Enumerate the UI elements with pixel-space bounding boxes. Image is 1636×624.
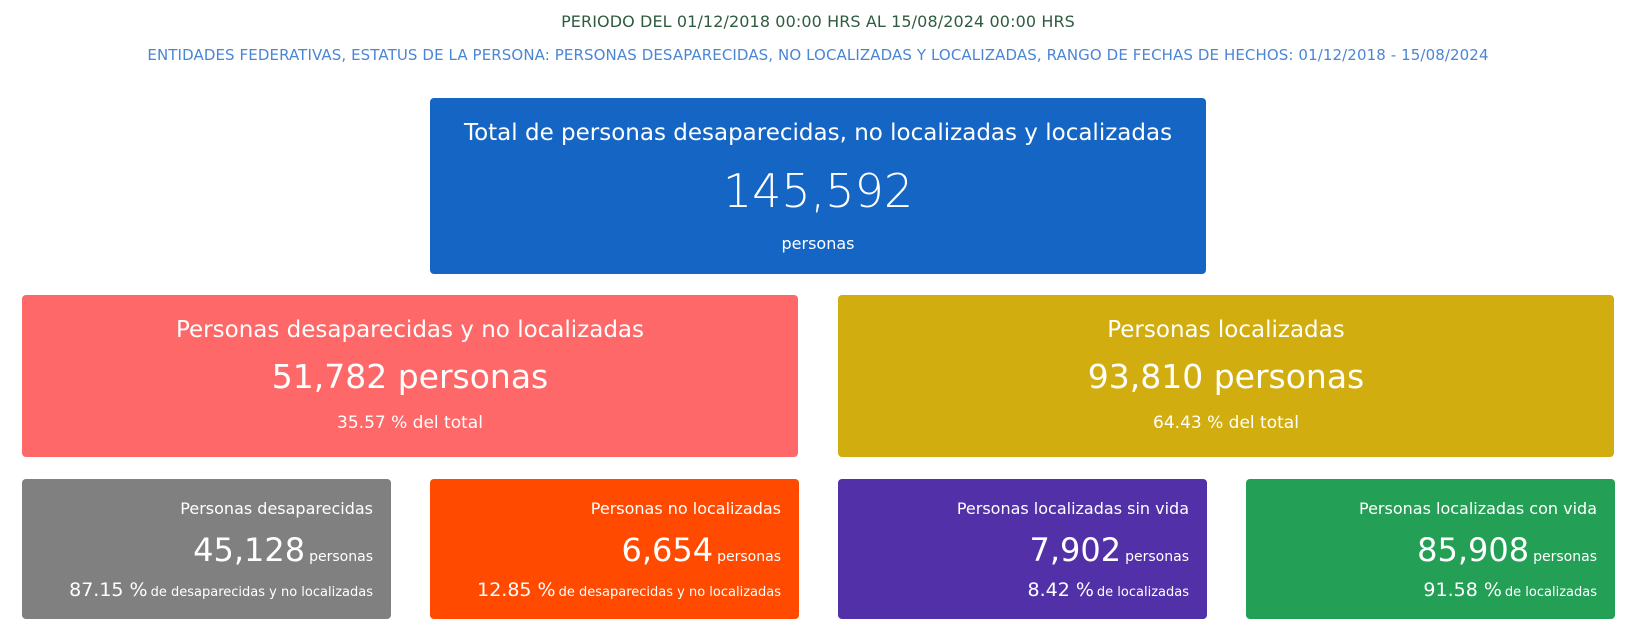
total-card-value: 145,592 bbox=[722, 164, 914, 218]
located-dead-value: 7,902 bbox=[1029, 531, 1122, 569]
located-alive-card: Personas localizadas con vida 85,908 pers… bbox=[1246, 479, 1615, 619]
located-dead-percent: 8.42 % bbox=[1027, 579, 1094, 601]
unlocated-percent: 12.85 % bbox=[477, 579, 556, 601]
missing-unlocated-percent: 35.57 % del total bbox=[337, 413, 483, 433]
unlocated-unit: personas bbox=[717, 549, 781, 565]
located-card: Personas localizadas 93,810 personas 64.… bbox=[838, 295, 1614, 457]
missing-card: Personas desaparecidas 45,128 personas 87… bbox=[22, 479, 391, 619]
missing-value: 45,128 bbox=[193, 531, 306, 569]
unlocated-card: Personas no localizadas 6,654 personas 12… bbox=[430, 479, 799, 619]
missing-unlocated-value: 51,782 personas bbox=[271, 357, 549, 396]
located-dead-card: Personas localizadas sin vida 7,902 perso… bbox=[838, 479, 1207, 619]
missing-unit: personas bbox=[309, 549, 373, 565]
unlocated-title: Personas no localizadas bbox=[590, 499, 781, 518]
total-card: Total de personas desaparecidas, no loca… bbox=[430, 98, 1206, 274]
filters-header: ENTIDADES FEDERATIVAS, ESTATUS DE LA PER… bbox=[147, 46, 1489, 64]
period-header: PERIODO DEL 01/12/2018 00:00 HRS AL 15/0… bbox=[561, 12, 1075, 31]
located-alive-value: 85,908 bbox=[1417, 531, 1530, 569]
missing-title: Personas desaparecidas bbox=[180, 499, 373, 518]
missing-percent-label: de desaparecidas y no localizadas bbox=[150, 585, 373, 600]
total-card-title: Total de personas desaparecidas, no loca… bbox=[463, 120, 1173, 146]
located-alive-unit: personas bbox=[1533, 549, 1597, 565]
located-dead-title: Personas localizadas sin vida bbox=[956, 499, 1189, 518]
located-alive-percent: 91.58 % bbox=[1423, 579, 1502, 601]
located-value: 93,810 personas bbox=[1087, 357, 1365, 396]
located-dead-percent-label: de localizadas bbox=[1096, 585, 1189, 600]
located-dead-unit: personas bbox=[1125, 549, 1189, 565]
unlocated-value: 6,654 bbox=[621, 531, 714, 569]
located-alive-title: Personas localizadas con vida bbox=[1359, 499, 1597, 518]
located-alive-percent-label: de localizadas bbox=[1504, 585, 1597, 600]
unlocated-percent-label: de desaparecidas y no localizadas bbox=[558, 585, 781, 600]
located-percent: 64.43 % del total bbox=[1153, 413, 1299, 433]
missing-percent: 87.15 % bbox=[69, 579, 148, 601]
located-title: Personas localizadas bbox=[1107, 317, 1345, 343]
total-card-unit: personas bbox=[781, 234, 855, 253]
missing-unlocated-card: Personas desaparecidas y no localizadas … bbox=[22, 295, 798, 457]
missing-unlocated-title: Personas desaparecidas y no localizadas bbox=[175, 317, 645, 343]
